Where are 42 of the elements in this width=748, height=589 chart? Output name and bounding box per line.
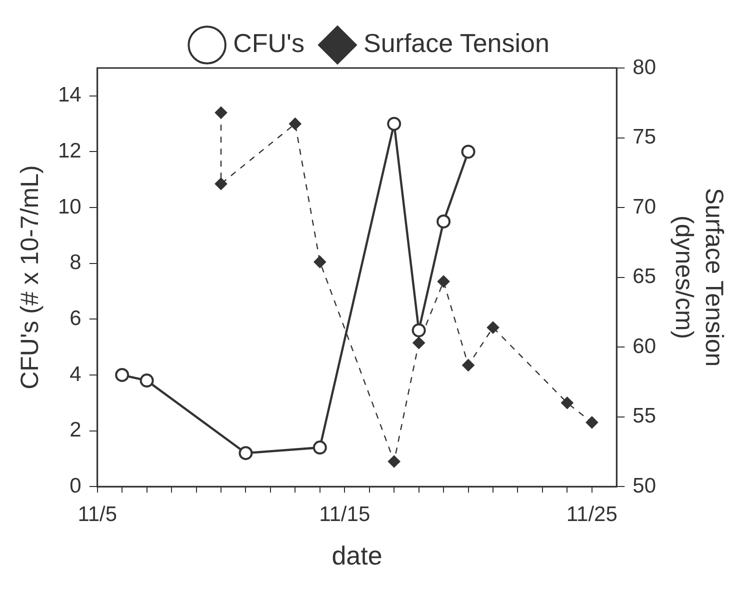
point — [462, 359, 474, 372]
y2-tick-label: 50 — [632, 474, 656, 498]
legend-label: CFU's — [233, 28, 304, 58]
x-tick-label: 11/15 — [319, 502, 370, 526]
point — [461, 144, 476, 159]
point — [561, 396, 574, 409]
y2-tick-label: 60 — [632, 334, 656, 358]
point — [238, 446, 253, 460]
point — [387, 116, 402, 131]
point — [115, 368, 130, 382]
point — [438, 275, 450, 288]
point — [436, 214, 451, 228]
point — [487, 322, 500, 334]
point — [215, 178, 227, 190]
y-tick-label: 6 — [70, 306, 82, 330]
y-tick-label: 14 — [58, 84, 82, 107]
y2-tick-label: 55 — [632, 404, 656, 428]
y-tick-label: 8 — [70, 251, 82, 274]
point — [140, 374, 154, 388]
point — [312, 440, 327, 455]
y-tick-label: 10 — [58, 195, 82, 218]
point — [289, 118, 302, 130]
point — [215, 106, 227, 119]
point — [412, 323, 426, 338]
y-tick-label: 4 — [70, 362, 82, 386]
x-tick-label: 11/25 — [566, 502, 618, 526]
point — [388, 455, 400, 468]
x-axis-title: date — [332, 540, 382, 571]
x-tick-label: 11/5 — [78, 502, 118, 526]
y2-axis-title: Surface Tension (dynes/cm) — [670, 188, 728, 367]
y2-tick-label: 70 — [632, 195, 656, 218]
legend-label: Surface Tension — [363, 28, 550, 58]
point — [412, 336, 425, 349]
point — [314, 256, 326, 268]
y2-tick-label: 80 — [632, 56, 656, 79]
y-tick-label: 2 — [70, 418, 82, 442]
y2-tick-label: 75 — [632, 126, 656, 149]
point — [586, 416, 598, 428]
y-tick-label: 12 — [58, 140, 82, 163]
y-tick-label: 0 — [70, 474, 82, 498]
y2-tick-label: 65 — [632, 265, 656, 288]
y-axis-title: CFU's (# x 10-7/mL) — [16, 165, 44, 390]
